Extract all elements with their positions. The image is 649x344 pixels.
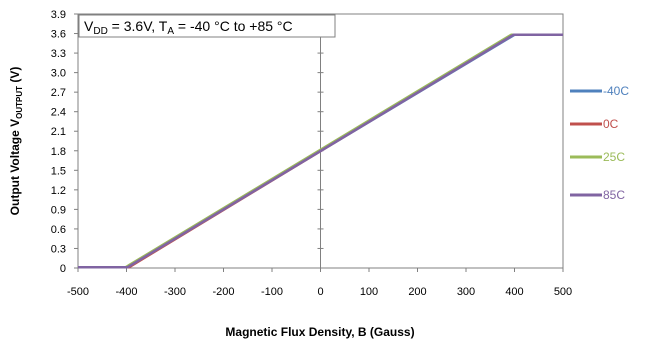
x-axis-title: Magnetic Flux Density, B (Gauss) [225, 325, 414, 339]
y-tick-label: 0.9 [51, 204, 66, 216]
annotation-part-range: = -40 °C to +85 °C [174, 18, 293, 34]
x-tick-label: 200 [408, 286, 426, 298]
y-tick-label: 1.2 [51, 185, 66, 197]
y-tick-label: 0.3 [51, 243, 66, 255]
legend-label-25C: 25C [603, 150, 625, 164]
y-tick-label: 0.6 [51, 224, 66, 236]
series-line-85C [78, 33, 563, 269]
y-tick-label: 3.3 [51, 48, 66, 60]
y-axis-title: Output Voltage VOUTPUT (V) [8, 67, 24, 216]
x-tick-label: -500 [67, 286, 89, 298]
y-axis-title-unit: (V) [8, 67, 22, 86]
y-tick-label: 0 [60, 263, 66, 275]
annotation-part-ta: = 3.6V, T [108, 18, 168, 34]
annotation-box [78, 14, 336, 38]
x-tick-label: 400 [505, 286, 523, 298]
x-tick-label: 0 [317, 286, 323, 298]
legend: -40C 0C 25C 85C [570, 84, 629, 202]
y-axis-title-main: Output Voltage V [8, 119, 22, 215]
y-axis-title-sub: OUTPUT [15, 86, 24, 119]
axes [74, 13, 564, 272]
y-tick-label: 3.0 [51, 68, 66, 80]
y-tick-label: 2.4 [51, 107, 66, 119]
x-tick-label: -400 [115, 286, 137, 298]
x-tick-label: -300 [164, 286, 186, 298]
series-layer [78, 33, 563, 269]
y-tick-label: 3.9 [51, 9, 66, 21]
annotation-text: VDD = 3.6V, TA = -40 °C to +85 °C [84, 18, 293, 37]
legend-label-85C: 85C [603, 188, 625, 202]
legend-label-0C: 0C [603, 117, 619, 131]
x-tick-label: -200 [212, 286, 234, 298]
annotation-part-v: V [84, 18, 94, 34]
y-tick-label: 3.6 [51, 29, 66, 41]
annotation-sub-a: A [167, 26, 174, 37]
x-tick-label: 500 [554, 286, 572, 298]
y-tick-label: 1.8 [51, 146, 66, 158]
legend-label--40C: -40C [603, 84, 629, 98]
annotation-sub-dd: DD [93, 26, 107, 37]
y-tick-label: 1.5 [51, 165, 66, 177]
y-tick-label: 2.1 [51, 126, 66, 138]
x-tick-label: 300 [457, 286, 475, 298]
tick-labels: 0 0.3 0.6 0.9 1.2 1.5 1.8 2.1 2.4 2.7 3.0 3.3 3.6 3.9… [51, 9, 572, 298]
y-tick-label: 2.7 [51, 87, 66, 99]
x-tick-label: 100 [360, 286, 378, 298]
x-tick-label: -100 [261, 286, 283, 298]
